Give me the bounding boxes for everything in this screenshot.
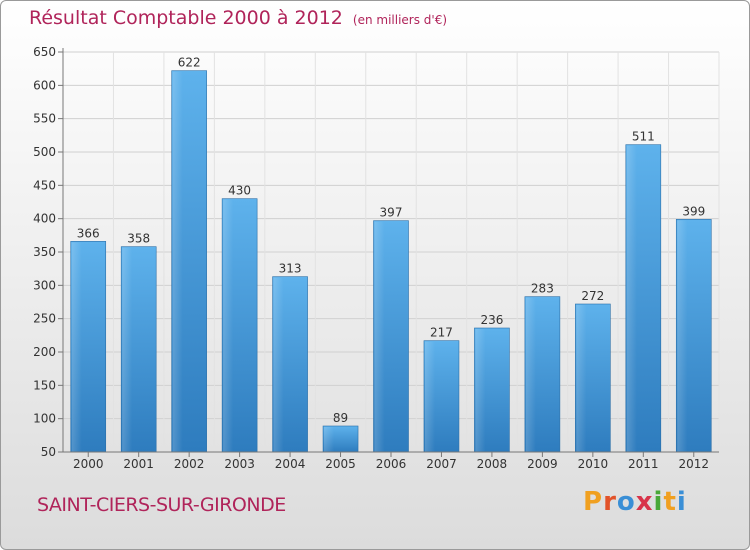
- bar-value-label: 358: [127, 232, 150, 246]
- title-text: Résultat Comptable 2000 à 2012: [29, 7, 343, 29]
- logo-letter: i: [653, 487, 664, 517]
- bar-value-label: 217: [430, 326, 453, 340]
- y-tick-label: 200: [33, 345, 56, 359]
- bar-value-label: 313: [279, 262, 302, 276]
- y-tick-label: 150: [33, 378, 56, 392]
- bar-highlight: [374, 221, 385, 452]
- x-tick-label: 2008: [477, 457, 508, 471]
- x-axis: 2000 2001 2002 2003 2004 2005 2006 2007 2008 2009…: [63, 451, 719, 471]
- logo-letter: i: [676, 487, 687, 517]
- logo-letter: x: [635, 487, 654, 517]
- bar-value-label: 397: [380, 206, 403, 220]
- y-tick-label: 400: [33, 212, 56, 226]
- bar-highlight: [576, 305, 587, 452]
- logo-letter: P: [583, 487, 604, 517]
- x-tick-label: 2000: [73, 457, 104, 471]
- bar-value-label: 283: [531, 282, 554, 296]
- bar-value-label: 366: [77, 226, 100, 240]
- x-tick-label: 2012: [678, 457, 709, 471]
- y-tick-label: 650: [33, 45, 56, 59]
- chart-title: Résultat Comptable 2000 à 2012 (en millie…: [29, 7, 447, 29]
- x-tick-label: 2010: [578, 457, 609, 471]
- y-axis: 50 100 150 200 250 300 350 400 450 500 550 600 650: [33, 45, 64, 459]
- x-tick-label: 2003: [224, 457, 255, 471]
- bar-value-label: 511: [632, 130, 655, 144]
- bar-highlight: [273, 277, 284, 452]
- bar-highlight: [525, 297, 536, 452]
- x-tick-label: 2001: [123, 457, 154, 471]
- y-tick-label: 250: [33, 312, 56, 326]
- bar-value-label: 236: [480, 313, 503, 327]
- y-tick-label: 300: [33, 278, 56, 292]
- bar-highlight: [475, 329, 486, 452]
- y-tick-label: 100: [33, 412, 56, 426]
- x-tick-label: 2009: [527, 457, 558, 471]
- bar-highlight: [122, 247, 133, 452]
- bar-value-label: 272: [581, 289, 604, 303]
- bar-value-label: 430: [228, 184, 251, 198]
- commune-name: SAINT-CIERS-SUR-GIRONDE: [37, 494, 286, 516]
- bar-value-label: 89: [333, 411, 348, 425]
- y-tick-label: 550: [33, 112, 56, 126]
- x-tick-label: 2005: [325, 457, 356, 471]
- bar-highlight: [172, 71, 183, 453]
- bar-value-label: 399: [682, 204, 705, 218]
- bar-highlight: [324, 427, 335, 452]
- x-tick-label: 2004: [275, 457, 306, 471]
- bar-highlight: [424, 341, 435, 452]
- bars: 366 358 622 430 313 89 397 217 236 283 272 511 399: [70, 56, 712, 453]
- x-tick-label: 2011: [628, 457, 659, 471]
- y-tick-label: 350: [33, 245, 56, 259]
- x-tick-label: 2007: [426, 457, 457, 471]
- x-tick-label: 2006: [376, 457, 407, 471]
- proxiti-logo: Proxiti: [583, 487, 687, 517]
- y-tick-label: 50: [41, 445, 56, 459]
- unit-note: (en milliers d'€): [352, 13, 448, 27]
- y-tick-label: 500: [33, 145, 56, 159]
- bar-value-label: 622: [178, 56, 201, 70]
- bar-highlight: [71, 242, 82, 452]
- logo-letter: o: [616, 487, 636, 517]
- x-tick-label: 2002: [174, 457, 205, 471]
- bar-highlight: [677, 220, 688, 452]
- y-tick-label: 450: [33, 178, 56, 192]
- bar-highlight: [223, 199, 234, 452]
- y-tick-label: 600: [33, 78, 56, 92]
- bar-highlight: [626, 145, 637, 452]
- logo-letter: r: [603, 487, 617, 517]
- logo-letter: t: [663, 487, 677, 517]
